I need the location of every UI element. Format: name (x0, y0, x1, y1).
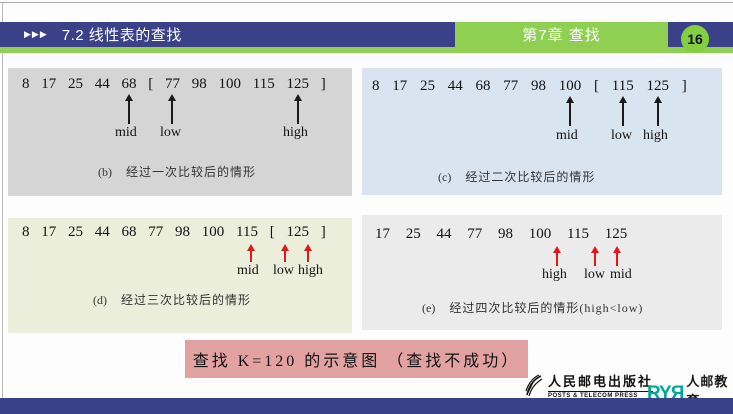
low-arrow-icon (280, 244, 290, 262)
high-arrow-icon (303, 244, 313, 262)
low-arrow-icon (167, 94, 177, 124)
mid-label: mid (237, 263, 259, 278)
sequence-b: 8 17 25 44 68 [ 77 98 100 115 125 ] (22, 76, 326, 92)
high-label: high (643, 128, 668, 143)
caption-b-tag: (b) (98, 165, 112, 179)
high-arrow-icon (653, 96, 663, 126)
press-logo: 人民邮电出版社 POSTS & TELECOM PRESS (524, 371, 654, 399)
caption-d: (d) 经过三次比较后的情形 (93, 291, 251, 308)
sequence-d: 8 17 25 44 68 77 98 100 115 [ 125 ] (22, 224, 326, 240)
panel-b: 8 17 25 44 68 [ 77 98 100 115 125 ] mid … (8, 68, 352, 196)
caption-c: (c) 经过二次比较后的情形 (438, 168, 595, 185)
panel-c: 8 17 25 44 68 77 98 100 [ 115 125 ] mid … (362, 68, 722, 195)
low-label: low (273, 263, 294, 278)
summary-text: 查找 K=120 的示意图 （查找不成功） (192, 353, 521, 370)
high-label: high (542, 267, 567, 282)
caption-b: (b) 经过一次比较后的情形 (98, 163, 256, 180)
header-title-group: ▶▶▶ 7.2 线性表的查找 (24, 22, 182, 47)
press-name-en: POSTS & TELECOM PRESS (548, 393, 638, 399)
mid-label: mid (610, 267, 632, 282)
caption-c-text: 经过二次比较后的情形 (465, 170, 596, 184)
high-label: high (298, 263, 323, 278)
header-chapter-section: 第7章 查找 (455, 22, 668, 47)
chapter-title: 第7章 查找 (522, 27, 601, 44)
mid-arrow-icon (246, 244, 256, 262)
caption-e: (e) 经过四次比较后的情形(high<low) (422, 299, 643, 316)
panel-e: 17 25 44 77 98 100 115 125 high low mid … (362, 215, 722, 330)
caption-c-tag: (c) (438, 170, 452, 184)
press-leaf-icon (525, 374, 543, 397)
mid-label: mid (556, 128, 578, 143)
low-label: low (160, 125, 181, 140)
low-label: low (584, 267, 605, 282)
panel-d: 8 17 25 44 68 77 98 100 115 [ 125 ] mid … (8, 218, 352, 333)
section-title: 7.2 线性表的查找 (61, 27, 182, 44)
high-label: high (283, 125, 308, 140)
low-label: low (611, 128, 632, 143)
summary-box: 查找 K=120 的示意图 （查找不成功） (185, 340, 528, 378)
press-name-cn: 人民邮电出版社 (548, 371, 654, 392)
page-number-badge: 16 (681, 25, 709, 53)
caption-e-text: 经过四次比较后的情形(high<low) (449, 301, 644, 315)
mid-arrow-icon (612, 246, 622, 266)
press-text-group: 人民邮电出版社 POSTS & TELECOM PRESS (548, 371, 654, 399)
caption-d-tag: (d) (93, 293, 107, 307)
high-arrow-icon (293, 94, 303, 124)
mid-arrow-icon (565, 96, 575, 126)
sequence-c: 8 17 25 44 68 77 98 100 [ 115 125 ] (372, 78, 687, 94)
low-arrow-icon (618, 96, 628, 126)
caption-d-text: 经过三次比较后的情形 (121, 293, 252, 307)
high-arrow-icon (552, 246, 562, 266)
mid-label: mid (115, 125, 137, 140)
triple-arrow-icon: ▶▶▶ (24, 29, 48, 39)
header-green-strip (0, 47, 733, 53)
caption-e-tag: (e) (422, 301, 436, 315)
low-arrow-icon (590, 246, 600, 266)
caption-b-text: 经过一次比较后的情形 (126, 165, 257, 179)
mid-arrow-icon (124, 94, 134, 124)
left-border-line (2, 2, 3, 398)
sequence-e: 17 25 44 77 98 100 115 125 (375, 226, 628, 242)
footer-bar (0, 398, 733, 414)
top-border-line (0, 2, 733, 3)
